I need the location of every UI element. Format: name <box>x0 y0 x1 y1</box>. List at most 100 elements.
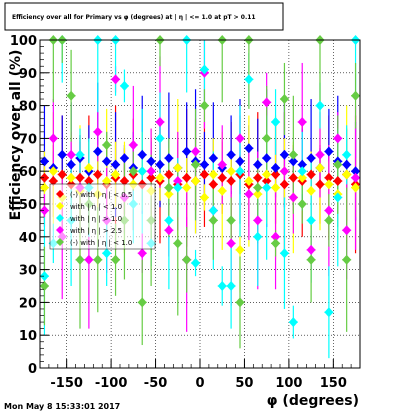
data-point-s5-p17 <box>191 159 201 170</box>
data-point-s1-p21 <box>226 149 236 160</box>
data-point-s5-p21 <box>226 215 236 226</box>
y-tick-label-0: 0 <box>28 362 37 377</box>
data-point-s1-p16 <box>182 146 192 157</box>
timestamp: Mon May 8 15:33:01 2017 <box>4 402 120 411</box>
data-point-s4-p28 <box>288 317 298 328</box>
y-tick-label-8: 80 <box>19 100 37 115</box>
legend-entry-4: (-) with | η | < 1.0 <box>70 239 132 247</box>
data-point-s0-p14 <box>164 169 174 180</box>
data-point-s5-p22 <box>235 297 245 308</box>
data-point-s0-p0 <box>39 172 49 183</box>
x-tick-label-3: 0 <box>195 376 204 391</box>
data-point-s5-p32 <box>324 215 334 226</box>
data-point-s3-p15 <box>173 176 183 187</box>
data-point-s2-p21 <box>226 166 236 177</box>
data-point-s4-p34 <box>342 149 352 160</box>
data-point-s0-p9 <box>119 176 129 187</box>
legend-frame <box>49 183 156 250</box>
data-point-s0-p6 <box>93 169 103 180</box>
data-point-s5-p18 <box>199 100 209 111</box>
data-point-s3-p25 <box>262 97 272 108</box>
data-point-s1-p11 <box>137 149 147 160</box>
data-point-s4-p15 <box>173 182 183 193</box>
data-point-s5-p3 <box>66 90 76 101</box>
data-point-s4-p27 <box>279 248 289 259</box>
data-point-s3-p30 <box>306 244 316 255</box>
data-point-s3-p1 <box>48 133 58 144</box>
data-point-s4-p17 <box>191 258 201 269</box>
data-point-s4-p31 <box>315 100 325 111</box>
data-point-s1-p8 <box>111 159 121 170</box>
data-point-s2-p20 <box>217 185 227 196</box>
x-axis-label: φ (degrees) <box>267 393 359 409</box>
data-point-s5-p28 <box>288 149 298 160</box>
data-point-s3-p20 <box>217 159 227 170</box>
data-point-s2-p16 <box>182 182 192 193</box>
legend-marker-2 <box>56 214 64 222</box>
data-point-s4-p21 <box>226 281 236 291</box>
data-point-s3-p28 <box>288 192 298 203</box>
data-point-s4-p0 <box>39 271 49 282</box>
axis-ticks: -150 -100 -50 0 50 100 150 0 10 20 30 40 50 60 70 80 90 1… <box>10 34 361 391</box>
data-point-s4-p14 <box>164 215 174 226</box>
data-point-s4-p25 <box>262 182 272 193</box>
x-tick-label-5: 100 <box>275 376 302 391</box>
data-point-s1-p13 <box>155 159 165 170</box>
data-point-s1-p18 <box>199 159 209 170</box>
data-point-s5-p14 <box>164 182 174 193</box>
x-tick-label-4: 50 <box>235 376 253 391</box>
data-point-s4-p11 <box>137 166 147 177</box>
data-point-s0-p19 <box>208 179 218 190</box>
data-point-s3-p12 <box>146 166 156 177</box>
data-point-s2-p29 <box>297 172 307 183</box>
data-point-s4-p18 <box>199 64 209 75</box>
data-point-s3-p14 <box>164 225 174 236</box>
data-point-s0-p31 <box>315 179 325 190</box>
data-point-s2-p17 <box>191 176 201 187</box>
data-point-s0-p16 <box>182 172 192 183</box>
data-point-s1-p32 <box>324 146 334 157</box>
data-point-s3-p23 <box>244 189 254 200</box>
data-point-s0-p27 <box>279 179 289 190</box>
data-point-s2-p1 <box>48 166 58 177</box>
data-point-s1-p35 <box>351 166 361 177</box>
data-point-s2-p14 <box>164 189 174 200</box>
data-point-s4-p24 <box>253 231 263 242</box>
data-point-s0-p2 <box>57 169 67 180</box>
data-point-s1-p23 <box>244 143 254 154</box>
data-point-s4-p32 <box>324 307 334 318</box>
data-point-s0-p26 <box>271 169 281 180</box>
data-point-s1-p19 <box>208 153 218 164</box>
data-point-s4-p22 <box>235 166 245 177</box>
data-point-s1-p34 <box>342 159 352 170</box>
data-point-s3-p10 <box>128 139 138 150</box>
data-point-s2-p3 <box>66 172 76 183</box>
data-point-s3-p32 <box>324 205 334 216</box>
data-point-s0-p5 <box>84 176 94 187</box>
data-point-s0-p32 <box>324 172 334 183</box>
data-point-s1-p30 <box>306 153 316 164</box>
data-point-s2-p22 <box>235 244 245 255</box>
y-tick-label-4: 40 <box>19 231 37 246</box>
data-point-s1-p26 <box>271 162 281 173</box>
data-point-s5-p30 <box>306 254 316 265</box>
data-point-s4-p13 <box>155 133 165 144</box>
data-point-s1-p25 <box>262 153 272 164</box>
data-point-s2-p35 <box>351 182 361 193</box>
data-point-s5-p0 <box>39 281 49 291</box>
data-point-s3-p0 <box>39 205 49 216</box>
data-point-s3-p27 <box>279 166 289 177</box>
data-point-s0-p30 <box>306 169 316 180</box>
chart-title: Efficiency over all for Primary vs φ (de… <box>12 14 256 21</box>
data-point-s0-p4 <box>75 172 85 183</box>
data-point-s3-p35 <box>351 172 361 183</box>
data-point-s5-p19 <box>208 215 218 226</box>
y-tick-label-5: 50 <box>19 198 37 213</box>
data-point-s2-p13 <box>155 172 165 183</box>
data-point-s5-p16 <box>182 254 192 265</box>
data-point-s0-p33 <box>333 176 343 187</box>
data-point-s0-p18 <box>199 169 209 180</box>
data-point-s1-p14 <box>164 153 174 164</box>
y-tick-label-10: 100 <box>10 34 37 49</box>
data-point-s2-p31 <box>315 162 325 173</box>
